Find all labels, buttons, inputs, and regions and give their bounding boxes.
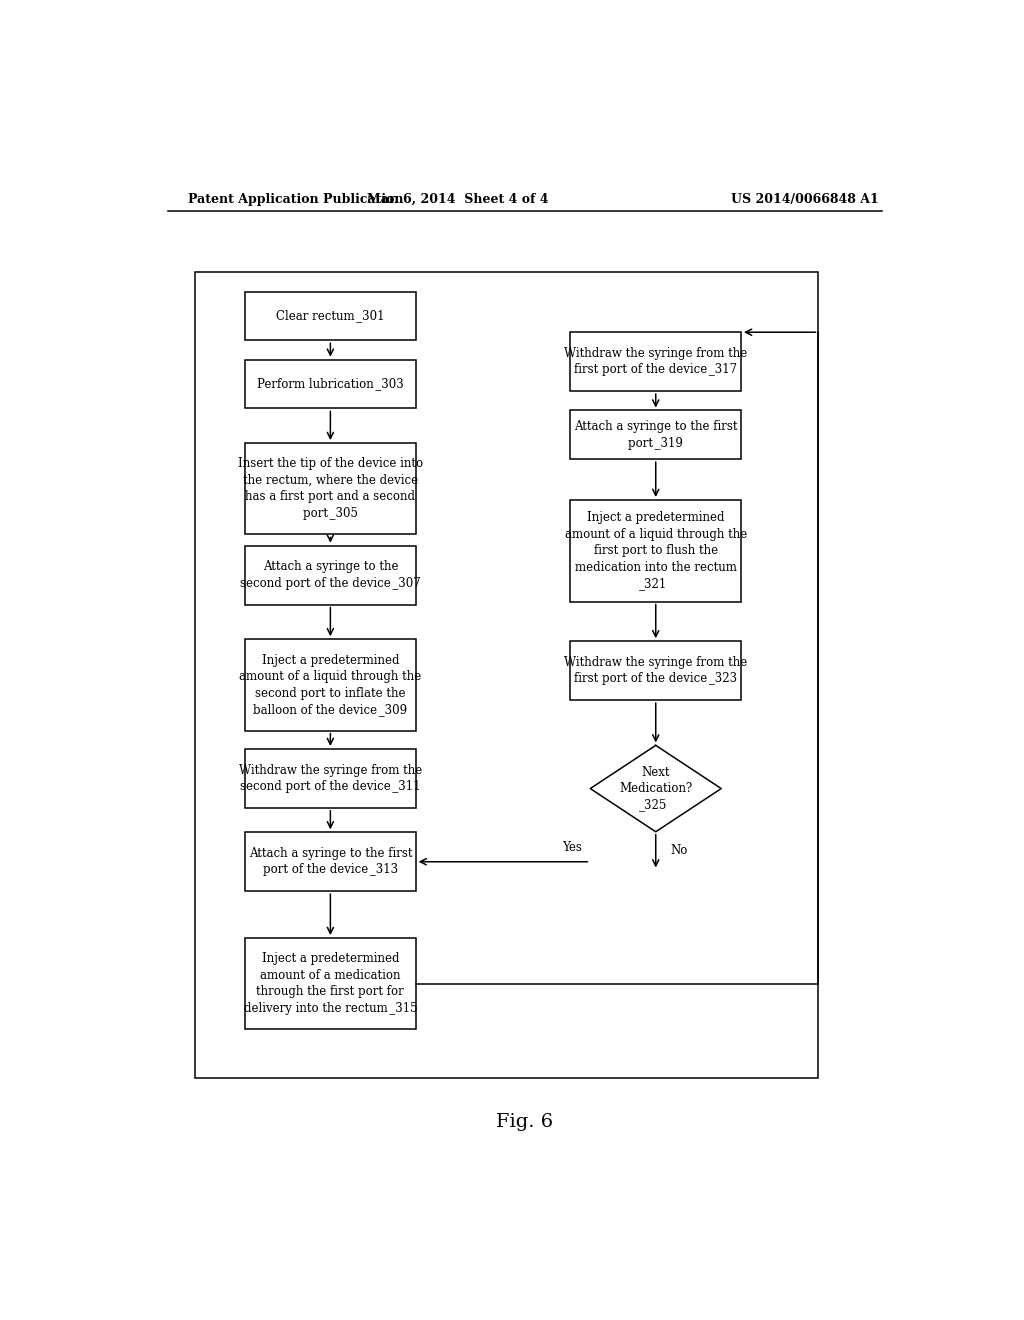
Polygon shape [590, 746, 721, 832]
Text: Inject a predetermined
amount of a liquid through the
second port to inflate the: Inject a predetermined amount of a liqui… [240, 653, 422, 717]
Bar [245, 359, 416, 408]
Bar [196, 272, 818, 1078]
Text: Inject a predetermined
amount of a medication
through the first port for
deliver: Inject a predetermined amount of a medic… [244, 953, 417, 1015]
Bar [245, 639, 416, 731]
Text: Mar. 6, 2014  Sheet 4 of 4: Mar. 6, 2014 Sheet 4 of 4 [367, 193, 548, 206]
Text: Withdraw the syringe from the
first port of the device  ̲317: Withdraw the syringe from the first port… [564, 347, 748, 376]
Bar [245, 748, 416, 808]
Text: Attach a syringe to the first
port  ̲319: Attach a syringe to the first port ̲319 [574, 420, 737, 450]
Bar [570, 333, 741, 391]
Bar [570, 500, 741, 602]
Text: US 2014/0066848 A1: US 2014/0066848 A1 [731, 193, 879, 206]
Text: Clear rectum  ̲301: Clear rectum ̲301 [276, 309, 385, 322]
Text: Insert the tip of the device into
the rectum, where the device
has a first port : Insert the tip of the device into the re… [238, 458, 423, 520]
Text: Attach a syringe to the
second port of the device  ̲307: Attach a syringe to the second port of t… [240, 561, 421, 590]
Bar [245, 444, 416, 535]
Text: No: No [670, 843, 687, 857]
Text: Withdraw the syringe from the
first port of the device  ̲323: Withdraw the syringe from the first port… [564, 656, 748, 685]
Text: Yes: Yes [562, 841, 583, 854]
Bar [245, 545, 416, 605]
Text: Inject a predetermined
amount of a liquid through the
first port to flush the
me: Inject a predetermined amount of a liqui… [564, 511, 746, 590]
Bar [245, 292, 416, 341]
Bar [245, 833, 416, 891]
Text: Patent Application Publication: Patent Application Publication [187, 193, 403, 206]
Text: Fig. 6: Fig. 6 [497, 1113, 553, 1131]
Bar [570, 411, 741, 459]
Text: Attach a syringe to the first
port of the device  ̲313: Attach a syringe to the first port of th… [249, 847, 412, 876]
Text: Perform lubrication  ̲303: Perform lubrication ̲303 [257, 378, 403, 391]
Bar [245, 939, 416, 1030]
Text: Next
Medication?
̲325: Next Medication? ̲325 [620, 766, 692, 812]
Text: Withdraw the syringe from the
second port of the device  ̲311: Withdraw the syringe from the second por… [239, 764, 422, 793]
Bar [570, 642, 741, 700]
